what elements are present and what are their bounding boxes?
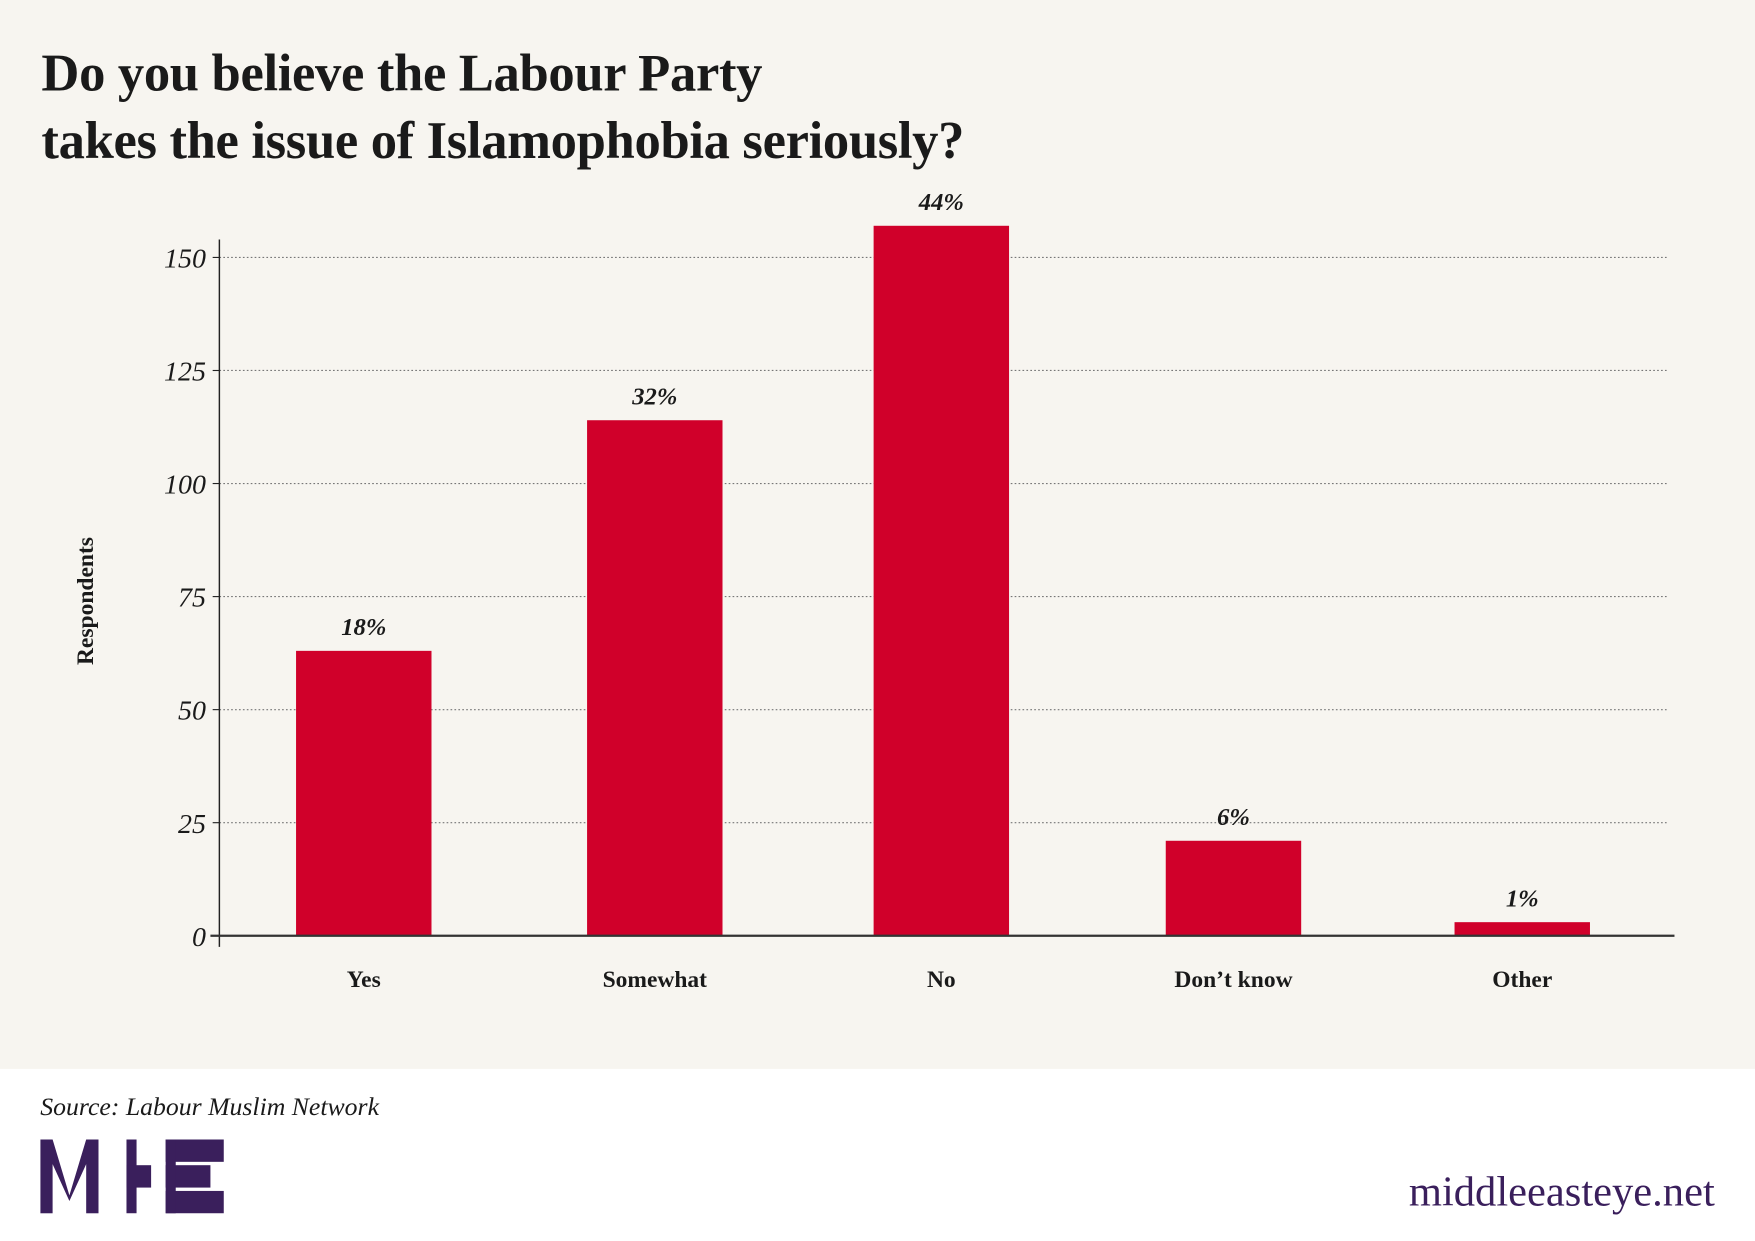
- y-tick-label: 0: [192, 922, 206, 953]
- bar-chart: Respondents 0 25 50 75 100 125 150 18% Yes 32% Som…: [73, 189, 1675, 993]
- y-tick-label: 25: [178, 809, 206, 840]
- source-note: Source: Labour Muslim Network: [40, 1092, 380, 1121]
- y-tick-label: 150: [164, 244, 206, 275]
- bar-0: [296, 650, 432, 936]
- bar-2: [873, 225, 1010, 936]
- bar-4: [1454, 922, 1590, 936]
- title-line-2: takes the issue of Islamophobia seriousl…: [41, 111, 965, 171]
- title-line-1: Do you believe the Labour Party: [41, 44, 763, 103]
- data-label: 44%: [918, 189, 964, 216]
- data-label: 6%: [1217, 804, 1250, 831]
- mee-logo: [40, 1139, 224, 1214]
- bar-1: [587, 420, 723, 936]
- x-tick-label: Somewhat: [603, 967, 708, 993]
- bar-3: [1165, 840, 1302, 936]
- x-tick-label: No: [927, 967, 956, 993]
- y-tick-label: 125: [164, 357, 206, 388]
- data-label: 1%: [1506, 885, 1539, 912]
- site-url[interactable]: middleeasteye.net: [1408, 1168, 1715, 1216]
- chart-title: Do you believe the Labour Party takes th…: [41, 40, 964, 174]
- x-tick-label: Other: [1492, 967, 1552, 993]
- x-tick-label: Don’t know: [1174, 967, 1292, 993]
- data-label: 32%: [631, 384, 677, 411]
- y-axis-label: Respondents: [73, 537, 99, 665]
- x-tick-label: Yes: [347, 967, 381, 993]
- data-label: 18%: [341, 614, 386, 641]
- y-tick-label: 75: [178, 583, 206, 614]
- y-tick-label: 100: [164, 470, 206, 501]
- y-tick-label: 50: [178, 696, 206, 727]
